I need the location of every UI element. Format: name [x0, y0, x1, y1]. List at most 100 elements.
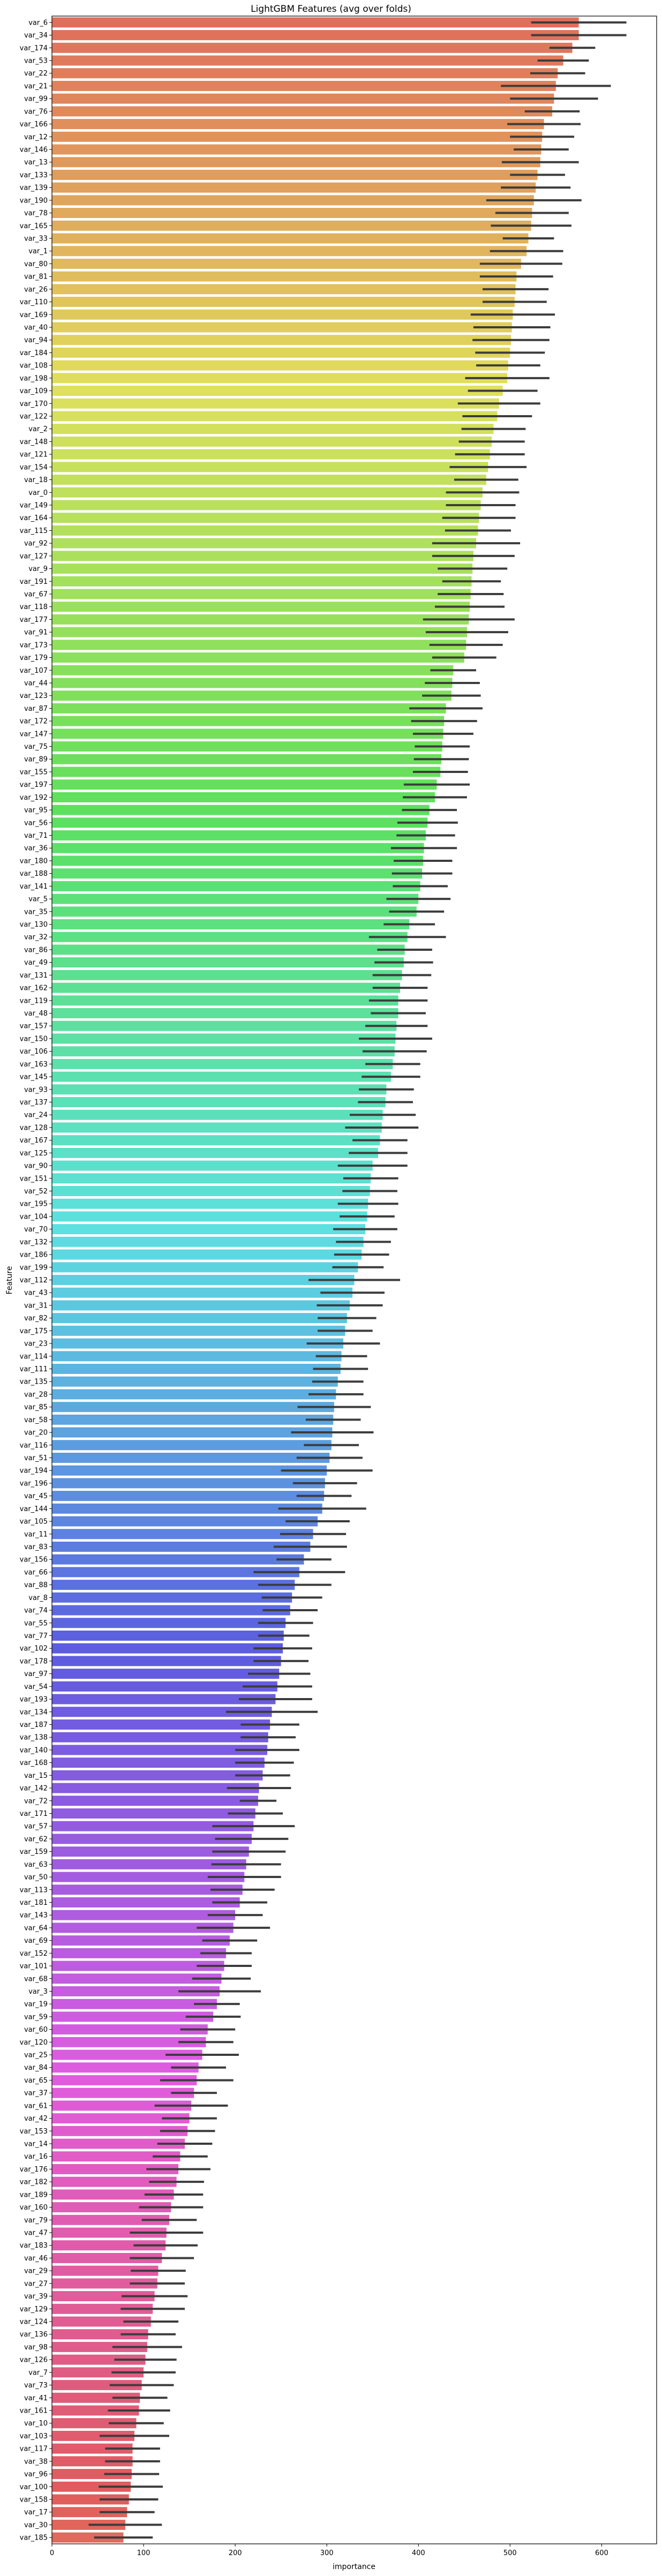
y-tick-label-var_185: var_185: [20, 2534, 48, 2542]
bar-var_66: [52, 1567, 299, 1578]
y-tick-label-var_146: var_146: [20, 146, 48, 154]
y-tick-label-var_169: var_169: [20, 311, 48, 319]
y-tick-label-var_108: var_108: [20, 362, 48, 370]
y-tick-label-var_175: var_175: [20, 1327, 48, 1335]
y-tick-label-var_173: var_173: [20, 641, 48, 649]
y-tick-label-var_130: var_130: [20, 921, 48, 929]
bar-var_51: [52, 1453, 330, 1463]
y-tick-label-var_90: var_90: [24, 1162, 48, 1170]
bar-var_163: [52, 1058, 393, 1069]
bar-var_70: [52, 1224, 366, 1235]
bar-var_62: [52, 1834, 252, 1844]
bar-var_199: [52, 1262, 358, 1273]
y-tick-label-var_66: var_66: [24, 1568, 48, 1576]
bar-var_2: [52, 424, 494, 434]
bar-var_176: [52, 2164, 179, 2174]
bar-var_56: [52, 817, 428, 828]
bar-var_138: [52, 1732, 268, 1743]
bar-var_9: [52, 564, 473, 574]
y-tick-label-var_161: var_161: [20, 2407, 48, 2415]
bar-var_63: [52, 1859, 246, 1869]
y-tick-label-var_97: var_97: [24, 1670, 48, 1678]
y-tick-label-var_1: var_1: [28, 247, 48, 256]
bar-var_196: [52, 1478, 325, 1489]
y-tick-label-var_34: var_34: [24, 32, 48, 40]
bar-var_183: [52, 2240, 166, 2251]
bar-var_0: [52, 487, 483, 498]
bar-var_186: [52, 1249, 362, 1260]
bar-var_134: [52, 1707, 272, 1717]
y-tick-label-var_20: var_20: [24, 1429, 48, 1437]
bar-var_158: [52, 2494, 129, 2505]
y-tick-label-var_128: var_128: [20, 1124, 48, 1132]
y-tick-label-var_21: var_21: [24, 82, 48, 91]
bar-var_46: [52, 2252, 162, 2263]
bar-var_57: [52, 1821, 254, 1831]
bar-var_136: [52, 2329, 148, 2340]
x-tick-label-500: 500: [503, 2549, 517, 2557]
y-tick-label-var_30: var_30: [24, 2521, 48, 2529]
y-tick-label-var_98: var_98: [24, 2344, 48, 2352]
y-tick-label-var_56: var_56: [24, 819, 48, 827]
y-tick-label-var_93: var_93: [24, 1086, 48, 1094]
bar-var_174: [52, 42, 573, 53]
bar-var_75: [52, 741, 442, 752]
bar-var_91: [52, 627, 467, 637]
bar-var_28: [52, 1389, 336, 1400]
y-tick-label-var_8: var_8: [28, 1594, 48, 1602]
y-tick-label-var_33: var_33: [24, 235, 48, 243]
bar-var_11: [52, 1529, 313, 1539]
bar-var_92: [52, 538, 477, 549]
y-tick-label-var_91: var_91: [24, 629, 48, 637]
bar-var_182: [52, 2176, 177, 2187]
y-tick-label-var_47: var_47: [24, 2229, 48, 2237]
y-tick-label-var_79: var_79: [24, 2217, 48, 2225]
y-tick-label-var_193: var_193: [20, 1696, 48, 1704]
y-tick-label-var_106: var_106: [20, 1048, 48, 1056]
y-tick-label-var_86: var_86: [24, 946, 48, 954]
bar-var_114: [52, 1351, 342, 1362]
y-tick-label-var_167: var_167: [20, 1137, 48, 1145]
bar-var_41: [52, 2392, 140, 2403]
bar-var_72: [52, 1796, 258, 1806]
y-tick-label-var_69: var_69: [24, 1937, 48, 1945]
bar-var_64: [52, 1922, 234, 1933]
y-tick-label-var_42: var_42: [24, 2115, 48, 2123]
y-tick-label-var_70: var_70: [24, 1226, 48, 1234]
bar-var_164: [52, 513, 479, 523]
y-tick-label-var_163: var_163: [20, 1061, 48, 1069]
bar-var_99: [52, 93, 554, 104]
y-tick-label-var_126: var_126: [20, 2356, 48, 2364]
y-tick-label-var_36: var_36: [24, 845, 48, 853]
y-tick-label-var_45: var_45: [24, 1492, 48, 1500]
bar-var_44: [52, 678, 453, 688]
x-tick-label-0: 0: [50, 2549, 54, 2557]
y-tick-label-var_48: var_48: [24, 1010, 48, 1018]
bar-var_111: [52, 1364, 341, 1374]
bar-var_25: [52, 2049, 202, 2060]
y-tick-label-var_152: var_152: [20, 1950, 48, 1958]
bar-var_84: [52, 2062, 199, 2073]
y-tick-label-var_115: var_115: [20, 527, 48, 535]
bar-var_118: [52, 602, 470, 612]
bar-var_10: [52, 2418, 137, 2429]
y-tick-label-var_168: var_168: [20, 1759, 48, 1767]
bar-var_129: [52, 2303, 153, 2314]
y-tick-label-var_37: var_37: [24, 2090, 48, 2098]
bar-var_43: [52, 1287, 353, 1298]
y-tick-label-var_63: var_63: [24, 1861, 48, 1869]
y-tick-label-var_120: var_120: [20, 2039, 48, 2047]
bar-var_154: [52, 462, 488, 472]
bar-var_71: [52, 830, 426, 841]
bar-var_148: [52, 436, 492, 447]
bar-var_193: [52, 1694, 276, 1704]
y-tick-label-var_103: var_103: [20, 2432, 48, 2440]
y-tick-label-var_38: var_38: [24, 2458, 48, 2466]
bar-var_198: [52, 373, 508, 384]
y-tick-label-var_67: var_67: [24, 590, 48, 598]
y-tick-label-var_132: var_132: [20, 1238, 48, 1246]
bar-var_145: [52, 1071, 391, 1082]
y-tick-label-var_88: var_88: [24, 1581, 48, 1589]
y-tick-label-var_6: var_6: [28, 19, 48, 27]
y-tick-label-var_121: var_121: [20, 451, 48, 459]
